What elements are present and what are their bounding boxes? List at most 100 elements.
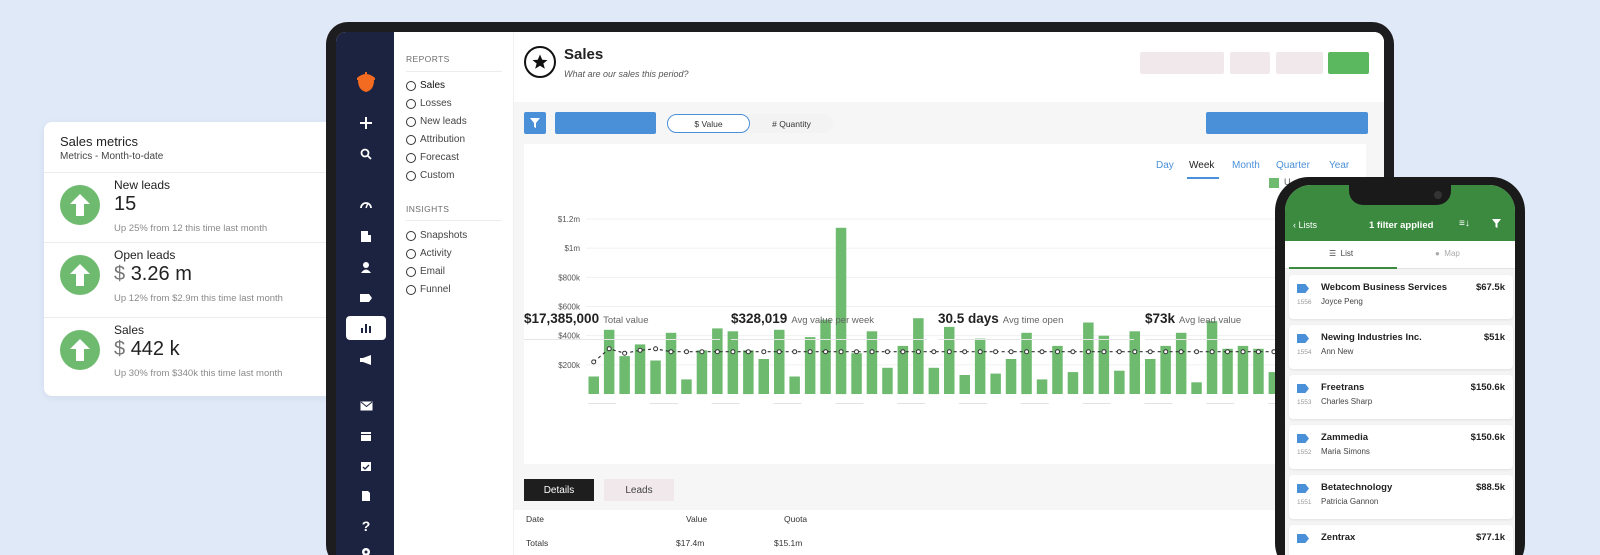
chart-bar[interactable] [1253, 348, 1264, 394]
period-month[interactable]: Month [1232, 160, 1260, 171]
chart-bar[interactable] [1206, 321, 1218, 394]
chart-bar[interactable] [820, 319, 831, 394]
metric-sales[interactable]: Sales $ 442 k Up 30% from $340k this tim… [44, 317, 344, 392]
quantity-option[interactable]: # Quantity [772, 118, 811, 129]
report-item-attribution[interactable]: Attribution [406, 134, 465, 145]
metric-open-leads[interactable]: Open leads $ 3.26 m Up 12% from $2.9m th… [44, 242, 344, 317]
chart-bar[interactable] [1067, 372, 1079, 394]
chart-bar[interactable] [944, 326, 955, 394]
filter-icon[interactable] [524, 112, 546, 134]
chart-bar[interactable] [712, 328, 723, 394]
dashboard-gauge-icon[interactable] [346, 192, 386, 216]
chart-bar[interactable] [774, 329, 785, 394]
lead-card[interactable]: Zentrax $77.1k [1289, 525, 1513, 555]
report-item-forecast[interactable]: Forecast [406, 152, 459, 163]
insight-item-activity[interactable]: Activity [406, 248, 452, 259]
tab-map[interactable]: ● Map [1435, 249, 1460, 258]
lead-card[interactable]: 1553 Freetrans Charles Sharp $150.6k [1289, 375, 1513, 419]
report-item-sales[interactable]: Sales [406, 80, 445, 91]
tab-list[interactable]: ☰ List [1329, 249, 1354, 258]
header-button[interactable] [1140, 52, 1224, 74]
tasks-icon[interactable] [346, 454, 386, 478]
lead-card[interactable]: 1552 Zammedia Maria Simons $150.6k [1289, 425, 1513, 469]
contacts-person-icon[interactable] [346, 255, 386, 279]
reports-chart-icon[interactable] [346, 316, 386, 340]
chart-bar[interactable] [1175, 332, 1187, 395]
chart-bar[interactable] [959, 375, 971, 394]
chart-bar[interactable] [603, 329, 615, 394]
chart-bar[interactable] [851, 353, 862, 394]
chart-bar[interactable] [1052, 345, 1063, 394]
period-week[interactable]: Week [1189, 160, 1215, 171]
header-button[interactable] [1230, 52, 1270, 74]
period-quarter[interactable]: Quarter [1276, 160, 1310, 171]
campaigns-megaphone-icon[interactable] [346, 348, 386, 372]
report-item-custom[interactable]: Custom [406, 170, 454, 181]
chart-bar[interactable] [804, 337, 816, 394]
sort-icon[interactable]: ≡↓ [1459, 218, 1470, 229]
chart-bar[interactable] [1237, 345, 1249, 394]
email-icon[interactable] [346, 394, 386, 418]
compare-selector[interactable] [1206, 112, 1368, 134]
chart-bar[interactable] [1098, 335, 1110, 394]
chart-bar[interactable] [681, 379, 692, 394]
chart-bar[interactable] [743, 350, 754, 395]
companies-building-icon[interactable] [346, 224, 386, 248]
primary-action-button[interactable] [1328, 52, 1369, 74]
chart-bar[interactable] [835, 227, 847, 395]
period-day[interactable]: Day [1156, 160, 1174, 171]
chart-bar[interactable] [897, 345, 909, 394]
chart-bar[interactable] [1160, 345, 1171, 394]
insight-item-funnel[interactable]: Funnel [406, 284, 451, 295]
chart-bar[interactable] [727, 331, 739, 394]
chart-bar[interactable] [1268, 372, 1280, 394]
filter-icon[interactable] [1491, 218, 1502, 232]
chart-bar[interactable] [882, 367, 893, 395]
lead-card[interactable]: 1551 Betatechnology Patricia Gannon $88.… [1289, 475, 1513, 519]
settings-gear-icon[interactable] [346, 540, 386, 555]
chart-bar[interactable] [990, 373, 1001, 394]
chart-bar[interactable] [913, 318, 924, 394]
insight-item-email[interactable]: Email [406, 266, 445, 277]
header-button[interactable] [1276, 52, 1323, 74]
chart-bar[interactable] [650, 360, 661, 395]
report-item-new-leads[interactable]: New leads [406, 116, 467, 127]
tab-leads[interactable]: Leads [604, 479, 674, 501]
chart-bar[interactable] [866, 331, 878, 394]
deals-tag-icon[interactable] [346, 286, 386, 310]
chart-bar[interactable] [1114, 370, 1125, 394]
chart-bar[interactable] [1021, 332, 1032, 395]
chart-bar[interactable] [1222, 348, 1233, 394]
add-icon[interactable] [346, 111, 386, 135]
chart-bar[interactable] [1005, 359, 1017, 394]
metric-new-leads[interactable]: New leads 15 Up 25% from 12 this time la… [44, 172, 344, 247]
acorn-logo-icon[interactable] [353, 68, 379, 94]
lead-card[interactable]: 1556 Webcom Business Services Joyce Peng… [1289, 275, 1513, 319]
chart-bar[interactable] [1083, 322, 1094, 395]
chart-bar[interactable] [1145, 359, 1156, 394]
insight-item-snapshots[interactable]: Snapshots [406, 230, 467, 241]
date-range-selector[interactable] [555, 112, 656, 134]
chart-bar[interactable] [789, 376, 800, 395]
chart-bar[interactable] [1129, 331, 1141, 394]
chart-bar[interactable] [588, 376, 600, 395]
chart-bar[interactable] [665, 332, 677, 395]
value-option[interactable]: $ Value [667, 114, 750, 133]
lead-card[interactable]: 1554 Newing Industries Inc. Ann New $51k [1289, 325, 1513, 369]
notes-icon[interactable] [346, 484, 386, 508]
chart-bar[interactable] [1036, 379, 1048, 394]
period-year[interactable]: Year [1329, 160, 1350, 171]
chart-bar[interactable] [928, 367, 940, 395]
back-button[interactable]: ‹ Lists [1293, 220, 1318, 230]
tab-details[interactable]: Details [524, 479, 594, 501]
calendar-icon[interactable] [346, 424, 386, 448]
help-icon[interactable]: ? [361, 518, 371, 534]
chart-bar[interactable] [758, 359, 770, 394]
chart-bar[interactable] [696, 350, 708, 395]
chart-bar[interactable] [1191, 382, 1202, 394]
chart-bar[interactable] [974, 338, 986, 394]
chart-bar[interactable] [619, 356, 630, 394]
search-icon[interactable] [346, 142, 386, 166]
chart-bar[interactable] [634, 344, 646, 394]
report-item-losses[interactable]: Losses [406, 98, 452, 109]
